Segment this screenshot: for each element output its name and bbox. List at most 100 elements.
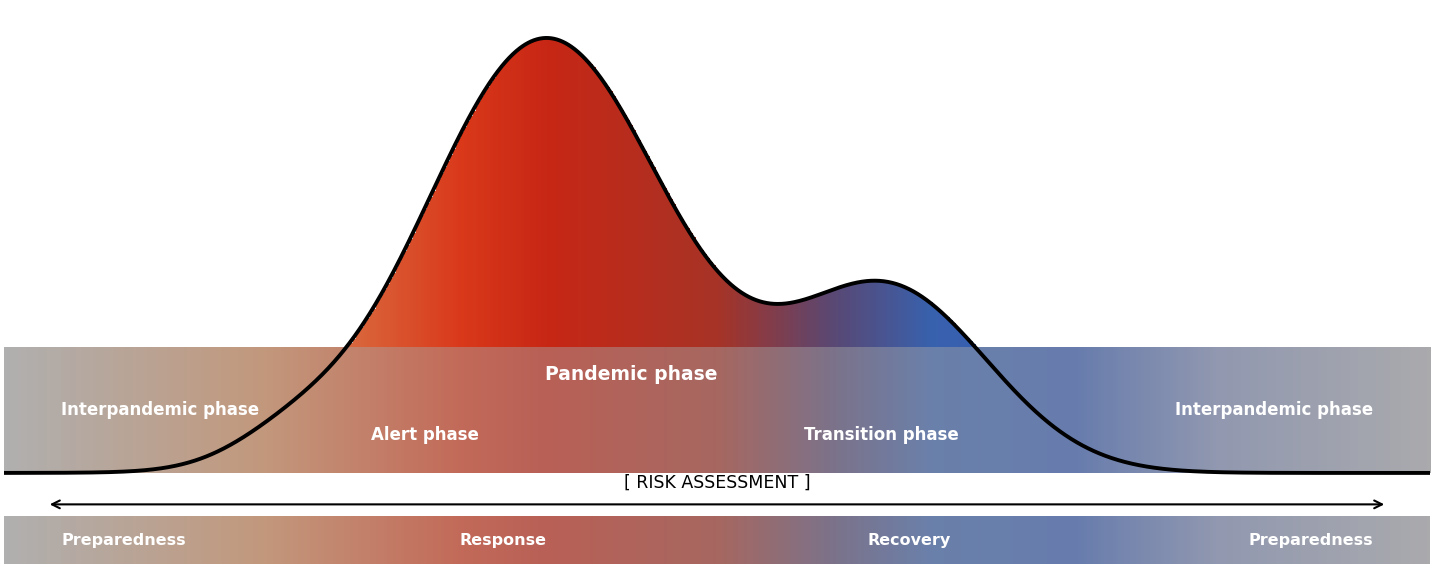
- Bar: [358, 516, 361, 564]
- Bar: [992, 516, 995, 564]
- Bar: [1156, 516, 1159, 564]
- Bar: [102, 516, 105, 564]
- Bar: [681, 516, 684, 564]
- Bar: [295, 516, 298, 564]
- Bar: [430, 516, 433, 564]
- Bar: [707, 516, 710, 564]
- Bar: [370, 516, 373, 564]
- Bar: [1309, 516, 1312, 564]
- Bar: [113, 516, 116, 564]
- Bar: [1352, 516, 1355, 564]
- Bar: [99, 516, 102, 564]
- Bar: [255, 516, 258, 564]
- Bar: [630, 516, 632, 564]
- Bar: [1424, 516, 1427, 564]
- Bar: [364, 516, 367, 564]
- Bar: [932, 516, 935, 564]
- Bar: [96, 516, 99, 564]
- Bar: [1381, 516, 1384, 564]
- Bar: [888, 516, 891, 564]
- Bar: [350, 516, 353, 564]
- Bar: [384, 516, 387, 564]
- Bar: [1245, 516, 1248, 564]
- Bar: [287, 516, 290, 564]
- Bar: [885, 516, 888, 564]
- Bar: [125, 516, 128, 564]
- Bar: [847, 516, 850, 564]
- Bar: [842, 516, 845, 564]
- Bar: [621, 516, 624, 564]
- Bar: [741, 516, 744, 564]
- Bar: [1010, 516, 1012, 564]
- Bar: [1281, 516, 1283, 564]
- Bar: [673, 516, 675, 564]
- Bar: [684, 516, 687, 564]
- Bar: [1321, 516, 1324, 564]
- Bar: [1173, 516, 1176, 564]
- Bar: [1018, 516, 1021, 564]
- Bar: [652, 516, 655, 564]
- Bar: [1219, 516, 1222, 564]
- Bar: [476, 516, 479, 564]
- Bar: [995, 516, 998, 564]
- Text: Response: Response: [460, 532, 546, 548]
- Bar: [756, 516, 759, 564]
- Bar: [903, 516, 906, 564]
- Bar: [1141, 516, 1144, 564]
- Bar: [390, 516, 393, 564]
- Bar: [710, 516, 713, 564]
- Bar: [485, 516, 488, 564]
- Bar: [1222, 516, 1225, 564]
- Bar: [987, 516, 989, 564]
- Bar: [1153, 516, 1156, 564]
- Bar: [1032, 516, 1035, 564]
- Bar: [4, 516, 7, 564]
- Bar: [1210, 516, 1213, 564]
- Bar: [1116, 516, 1119, 564]
- Bar: [119, 516, 122, 564]
- Bar: [695, 516, 698, 564]
- Bar: [62, 516, 65, 564]
- Bar: [1239, 516, 1242, 564]
- Bar: [923, 516, 926, 564]
- Bar: [1164, 516, 1167, 564]
- Bar: [221, 516, 224, 564]
- Bar: [462, 516, 465, 564]
- Bar: [1418, 516, 1421, 564]
- Bar: [13, 516, 16, 564]
- Bar: [721, 516, 724, 564]
- Bar: [238, 516, 241, 564]
- Bar: [505, 516, 508, 564]
- Bar: [839, 516, 842, 564]
- Bar: [1087, 516, 1090, 564]
- Bar: [750, 516, 753, 564]
- Bar: [790, 516, 793, 564]
- Bar: [1292, 516, 1295, 564]
- Bar: [632, 516, 635, 564]
- Bar: [935, 516, 938, 564]
- Bar: [981, 516, 984, 564]
- Bar: [110, 516, 113, 564]
- Bar: [490, 516, 493, 564]
- Bar: [293, 516, 295, 564]
- Bar: [638, 516, 641, 564]
- Bar: [445, 516, 447, 564]
- Bar: [1273, 516, 1276, 564]
- Bar: [564, 516, 566, 564]
- Bar: [578, 516, 581, 564]
- Bar: [1184, 516, 1187, 564]
- Bar: [670, 516, 673, 564]
- Bar: [1067, 516, 1070, 564]
- Bar: [1430, 516, 1433, 564]
- Bar: [516, 516, 519, 564]
- Bar: [747, 516, 750, 564]
- Bar: [186, 516, 189, 564]
- Bar: [938, 516, 941, 564]
- Bar: [36, 516, 39, 564]
- Text: Interpandemic phase: Interpandemic phase: [62, 401, 260, 419]
- Bar: [304, 516, 307, 564]
- Bar: [1015, 516, 1018, 564]
- Bar: [713, 516, 716, 564]
- Bar: [813, 516, 816, 564]
- Bar: [148, 516, 151, 564]
